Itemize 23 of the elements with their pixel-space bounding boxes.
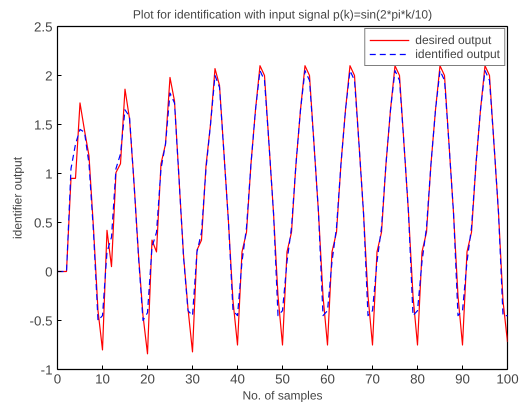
x-tick-label: 90	[455, 372, 470, 386]
y-tick-label: 2.5	[34, 20, 53, 34]
x-tick-label: 70	[365, 372, 380, 386]
legend-label: desired output	[415, 33, 492, 47]
y-tick-label: 0	[45, 264, 53, 280]
x-tick-label: 10	[95, 372, 110, 386]
x-tick-label: 80	[410, 372, 425, 386]
x-axis-title: No. of samples	[242, 388, 323, 402]
x-tick-label: 100	[496, 372, 519, 386]
y-tick-label: 1.5	[34, 118, 53, 132]
y-tick-label: 0.5	[34, 216, 53, 230]
x-tick-label: 40	[230, 372, 245, 386]
x-tick-label: 20	[140, 372, 155, 386]
x-tick-label: 30	[185, 372, 200, 386]
y-tick-label: -1	[40, 362, 53, 378]
legend-label: identified output	[415, 47, 500, 61]
y-tick-label: 2	[45, 68, 53, 84]
y-tick-label: -0.5	[30, 314, 52, 328]
x-tick-label: 60	[320, 372, 335, 386]
chart-title: Plot for identification with input signal p(k)=sin(2*pi*k/10)	[132, 8, 432, 22]
y-tick-label: 1	[45, 166, 53, 182]
x-tick-label: 50	[275, 372, 290, 386]
y-axis-title: identifier output	[10, 156, 25, 240]
